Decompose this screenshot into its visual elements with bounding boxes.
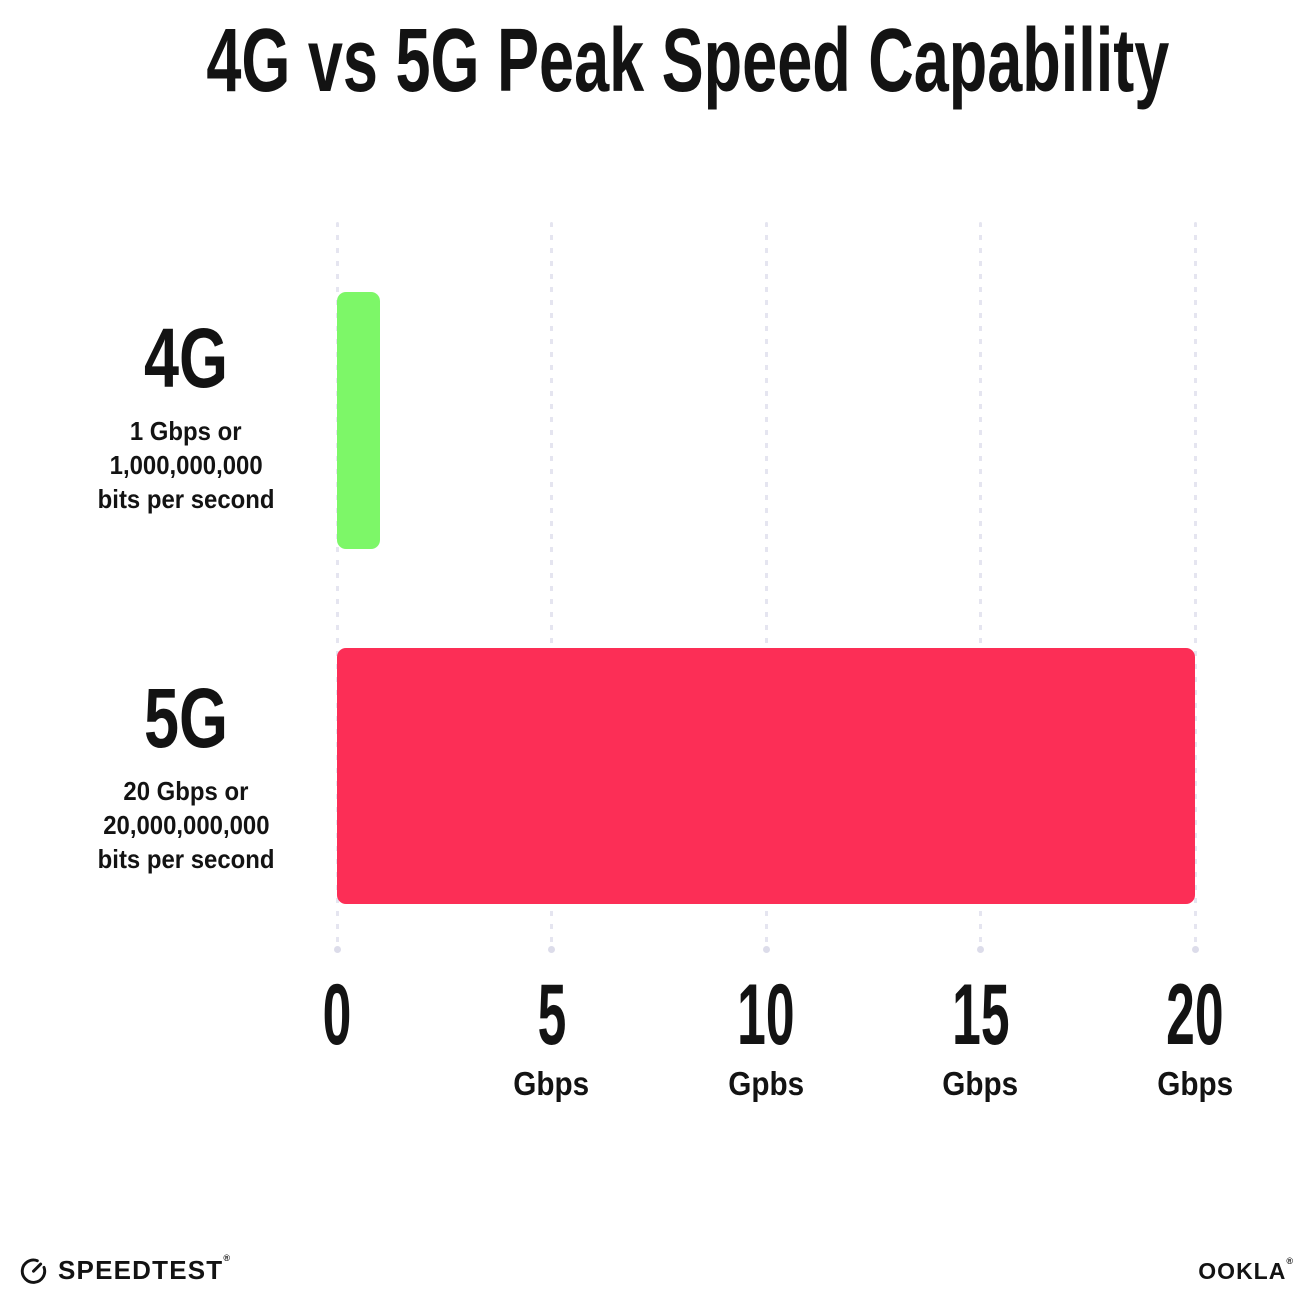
x-tick-unit: Gpbs [656,1067,876,1100]
x-tick-value: 5 [442,972,662,1058]
x-tick-value-text: 15 [951,967,1010,1063]
x-tick-value: 20 [1085,972,1305,1058]
speedtest-wordmark: SPEEDTEST® [58,1253,231,1285]
x-tick-unit: Gbps [1085,1067,1305,1100]
x-tick-5: 5 Gbps [442,972,662,1100]
gridline-end-dot [1191,946,1199,953]
x-tick-unit-text: Gpbs [728,1065,804,1102]
x-tick-unit-text: Gbps [1157,1065,1233,1102]
gridline-end-dot [762,946,770,953]
description-line: bits per second [36,842,336,876]
x-tick-10: 10 Gpbs [656,972,876,1100]
speedtest-logo: SPEEDTEST® [18,1253,231,1285]
chart-title: 4G vs 5G Peak Speed Capability [0,16,1308,106]
x-tick-value: 0 [227,972,447,1058]
description-line-text: 1,000,000,000 [109,450,263,480]
gridline [550,222,553,948]
description-line-text: 20 Gbps or [123,776,249,806]
bar-4g [337,292,380,549]
speedtest-wordmark-text: SPEEDTEST [58,1254,224,1285]
x-tick-value-text: 0 [322,967,352,1063]
row-label-5g-description: 20 Gbps or 20,000,000,000 bits per second [36,774,336,876]
row-label-5g-name-text: 5G [143,671,229,765]
x-tick-20: 20 Gbps [1085,972,1305,1100]
description-line-text: 20,000,000,000 [102,810,270,840]
x-tick-value: 15 [871,972,1091,1058]
row-label-4g: 4G 1 Gbps or 1,000,000,000 bits per second [36,316,336,516]
x-tick-unit: Gbps [871,1067,1091,1100]
x-tick-value-text: 20 [1166,967,1224,1063]
x-tick-unit: Gbps [442,1067,662,1100]
ookla-wordmark-text: OOKLA [1198,1258,1287,1284]
x-tick-value-text: 10 [737,967,795,1063]
description-line: 20,000,000,000 [36,808,336,842]
row-label-4g-name-text: 4G [143,311,229,405]
gridline-end-dot [333,946,341,953]
chart-title-text: 4G vs 5G Peak Speed Capability [206,11,1170,111]
description-line: 1,000,000,000 [36,448,336,482]
row-label-5g-name: 5G [36,676,336,760]
row-label-4g-description: 1 Gbps or 1,000,000,000 bits per second [36,414,336,516]
x-tick-unit-text: Gbps [942,1065,1019,1102]
description-line-text: bits per second [97,844,275,874]
bar-5g [337,648,1195,904]
description-line: 20 Gbps or [36,774,336,808]
x-tick-0: 0 [227,972,447,1058]
description-line: 1 Gbps or [36,414,336,448]
gridline [335,222,339,948]
row-label-5g: 5G 20 Gbps or 20,000,000,000 bits per secon… [36,676,336,876]
gridline-end-dot [977,946,984,953]
speedtest-trademark-mark: ® [223,1252,232,1263]
x-tick-15: 15 Gbps [871,972,1091,1100]
ookla-trademark-mark: ® [1286,1256,1294,1266]
ookla-logo: OOKLA® [1198,1257,1294,1284]
speedometer-icon [20,1258,47,1284]
x-tick-unit-text: Gbps [513,1065,590,1102]
gridline [1193,222,1197,948]
gridline [979,222,982,948]
x-tick-value-text: 5 [537,967,566,1063]
gridline-end-dot [548,946,555,953]
gridline [764,222,768,948]
description-line-text: bits per second [97,484,275,514]
description-line-text: 1 Gbps or [130,416,242,446]
row-label-4g-name: 4G [36,316,336,400]
x-tick-value: 10 [656,972,876,1058]
description-line: bits per second [36,482,336,516]
